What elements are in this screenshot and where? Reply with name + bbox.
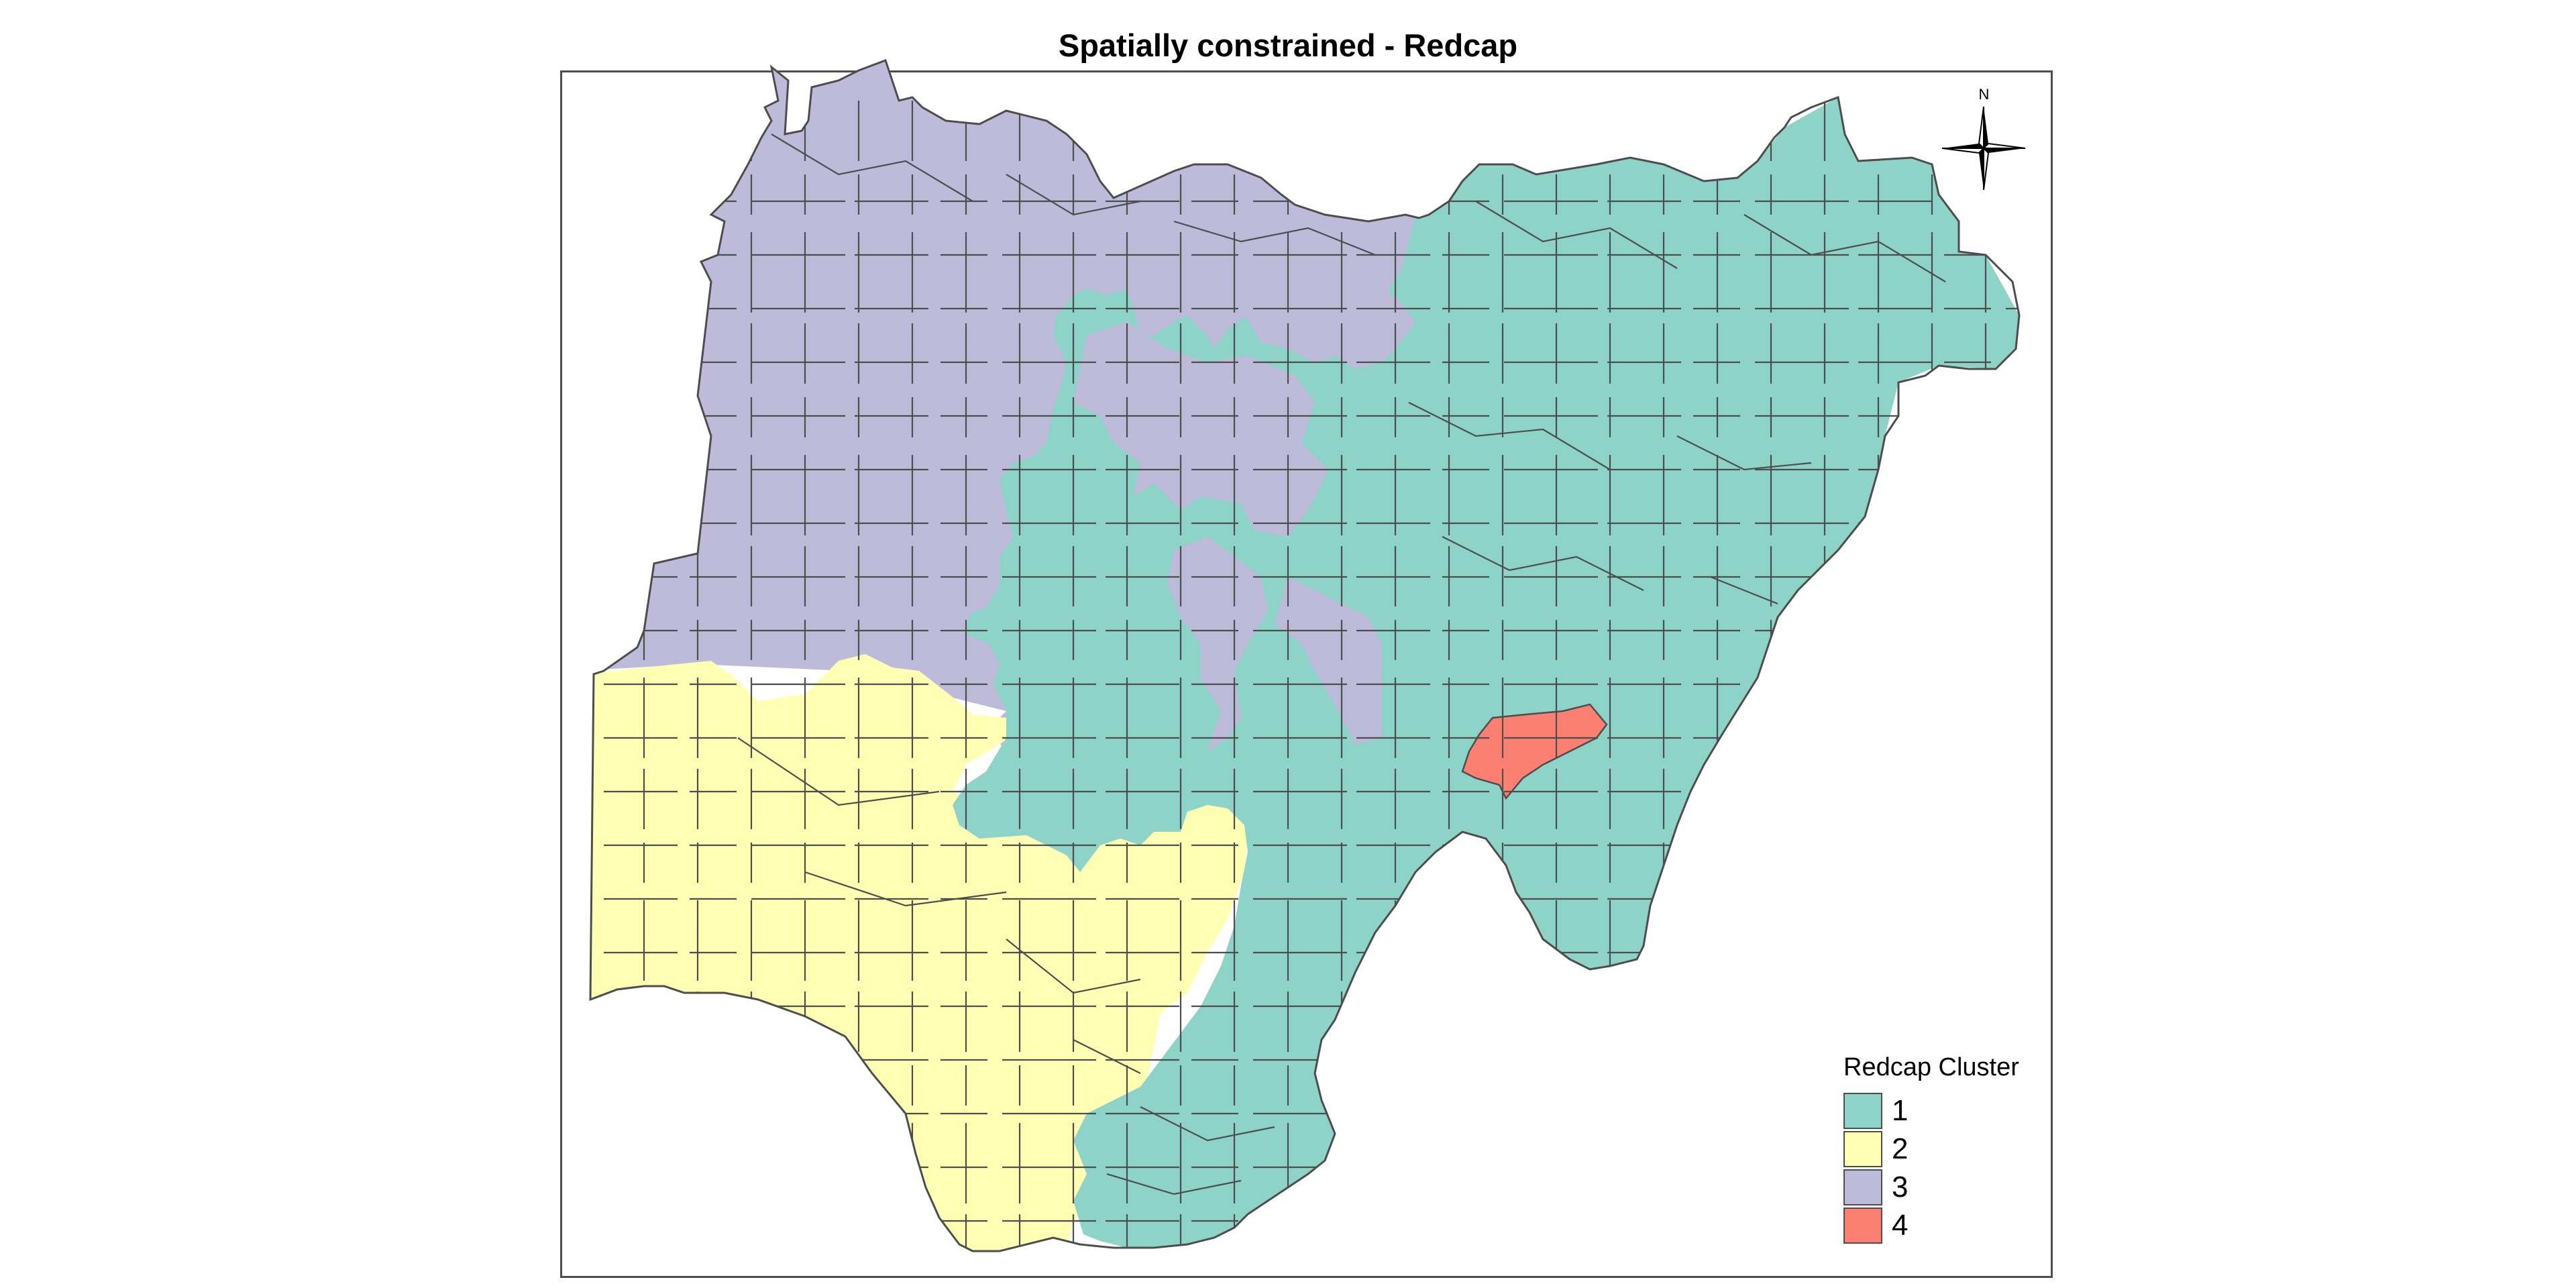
legend-item: 4: [1843, 1206, 2031, 1244]
legend-item: 1: [1843, 1091, 2031, 1130]
cluster-3-inclusion: [1275, 577, 1382, 745]
legend-swatch: [1843, 1092, 1882, 1129]
map-frame: [560, 70, 2053, 1278]
legend-item: 2: [1843, 1130, 2031, 1168]
legend: Redcap Cluster 1 2 3 4: [1843, 1053, 2031, 1244]
north-arrow-icon: N: [1939, 86, 2029, 193]
legend-swatch: [1843, 1207, 1882, 1244]
cluster-4-region: [1462, 704, 1607, 798]
legend-title: Redcap Cluster: [1843, 1053, 2019, 1081]
legend-label: 3: [1892, 1170, 1909, 1203]
legend-item: 3: [1843, 1168, 2031, 1206]
legend-swatch: [1843, 1169, 1882, 1205]
cluster-3-inclusion: [1073, 322, 1328, 537]
north-label: N: [1978, 86, 1990, 103]
legend-swatch: [1843, 1130, 1882, 1167]
cluster-3-inclusion: [1167, 537, 1268, 751]
legend-label: 1: [1892, 1093, 1909, 1127]
legend-label: 2: [1892, 1132, 1909, 1165]
cluster-3-inclusion: [1241, 295, 1415, 369]
lga-boundaries: [604, 101, 2019, 1251]
legend-label: 4: [1892, 1208, 1909, 1242]
map-title: Spatially constrained - Redcap: [1058, 28, 1518, 63]
country-outline: [589, 59, 2021, 1252]
